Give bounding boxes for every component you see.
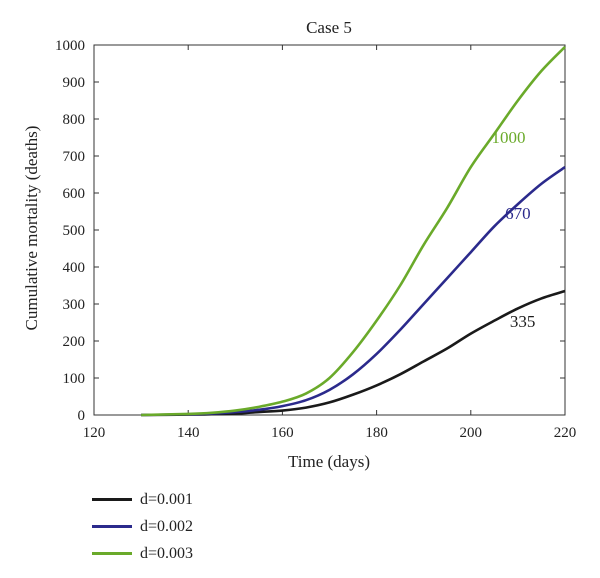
x-tick-label: 220	[554, 425, 577, 441]
series-line-1	[141, 289, 566, 417]
y-tick-label: 300	[63, 297, 86, 313]
legend-label: d=0.002	[140, 517, 194, 535]
series-line-2	[141, 166, 566, 417]
annotation-label: 335	[510, 312, 536, 331]
x-tick-label: 120	[83, 425, 106, 441]
x-tick-label: 140	[177, 425, 200, 441]
legend-swatch	[92, 552, 132, 555]
y-tick-label: 0	[78, 408, 86, 424]
legend-label: d=0.003	[140, 544, 194, 562]
plot-frame	[93, 44, 566, 416]
y-tick-label: 500	[63, 223, 86, 239]
plot-area: 120 140 160 180 200 220 0 100 200 300 400 500 600 700…	[55, 38, 576, 441]
annotation-label: 670	[505, 204, 531, 223]
y-tick-label: 600	[63, 186, 86, 202]
legend-swatch	[92, 498, 132, 501]
y-axis-title: Cumulative mortality (deaths)	[22, 126, 41, 331]
annotation-label: 1000	[491, 128, 525, 147]
legend-label: d=0.001	[140, 490, 194, 508]
y-tick-label: 800	[63, 112, 86, 128]
chart-title: Case 5	[306, 18, 352, 37]
x-tick-label: 200	[460, 425, 483, 441]
y-tick-label: 700	[63, 149, 86, 165]
legend-swatch	[92, 525, 132, 528]
x-axis-title: Time (days)	[288, 452, 370, 471]
legend-item: d=0.002	[92, 513, 193, 540]
legend-item: d=0.001	[92, 486, 193, 513]
x-tick-label: 180	[365, 425, 388, 441]
y-tick-label: 100	[63, 371, 86, 387]
y-tick-label: 200	[63, 334, 86, 350]
y-tick-label: 900	[63, 75, 86, 91]
x-tick-label: 160	[271, 425, 294, 441]
cumulative-mortality-chart: Case 5 120 140 160 180 200 220 0 100 200 300 400 50…	[22, 18, 576, 471]
series-line-3	[141, 45, 566, 417]
y-tick-label: 1000	[55, 38, 85, 54]
legend-item: d=0.003	[92, 540, 193, 567]
legend: d=0.001 d=0.002 d=0.003	[92, 486, 193, 567]
y-tick-label: 400	[63, 260, 86, 276]
